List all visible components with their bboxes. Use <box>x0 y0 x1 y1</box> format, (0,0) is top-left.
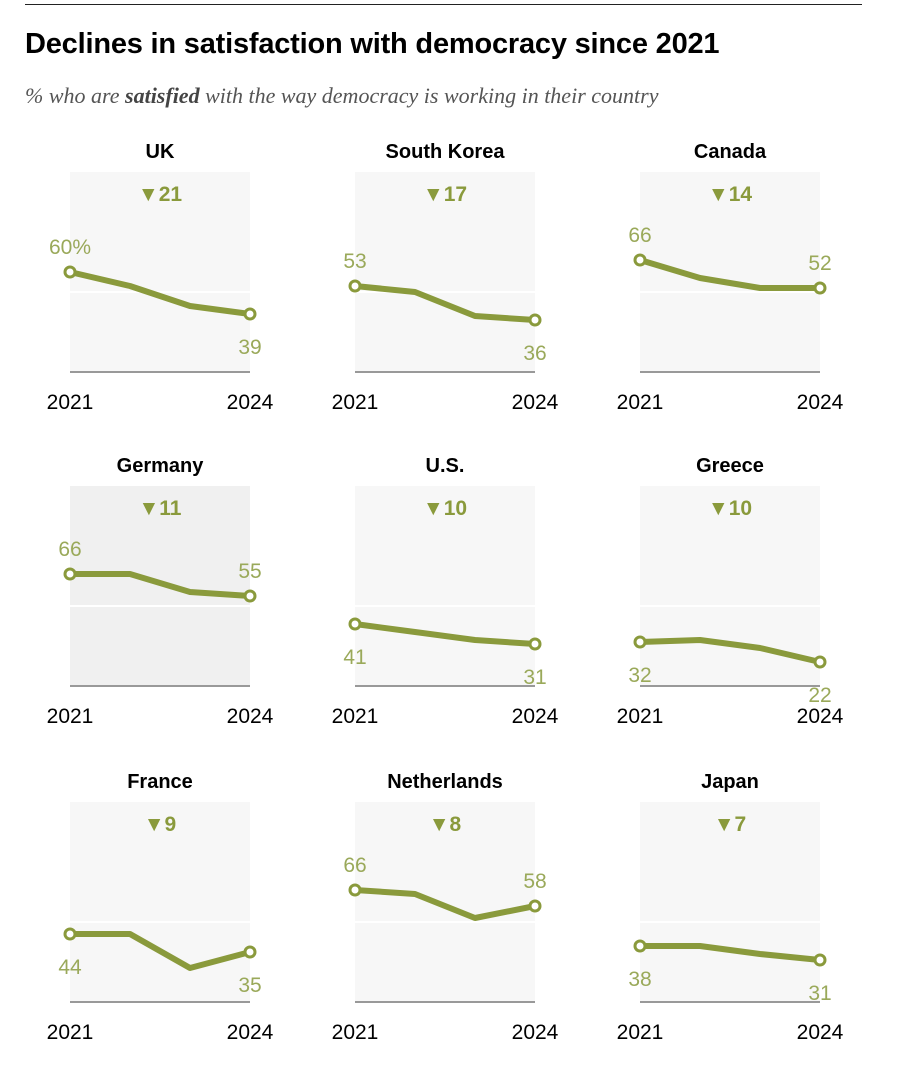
south-korea-end-value-label: 36 <box>523 342 546 365</box>
canada-end-value-label: 52 <box>808 252 831 275</box>
france-x-tick-start: 2021 <box>47 1021 94 1044</box>
canada-end-point <box>813 281 827 295</box>
uk-x-tick-start: 2021 <box>47 391 94 414</box>
south-korea-start-value-label: 53 <box>343 250 366 273</box>
germany-x-tick-start: 2021 <box>47 705 94 728</box>
canada-decline-label: ▼14 <box>708 183 752 206</box>
france-start-value-label: 44 <box>58 956 82 979</box>
uk-end-point <box>243 307 257 321</box>
chart-title: Declines in satisfaction with democracy … <box>25 28 720 60</box>
uk-start-value-label: 60% <box>49 236 91 259</box>
netherlands-decline-label: ▼8 <box>429 813 462 836</box>
chart-subtitle: % who are satisfied with the way democra… <box>25 83 658 109</box>
u-s-end-point <box>528 637 542 651</box>
japan-end-point <box>813 953 827 967</box>
greece-end-point <box>813 655 827 669</box>
japan-start-point <box>633 939 647 953</box>
uk-decline-label: ▼21 <box>138 183 182 206</box>
greece-x-tick-end: 2024 <box>797 705 844 728</box>
south-korea-decline-label: ▼17 <box>423 183 467 206</box>
canada-title: Canada <box>694 141 767 163</box>
u-s-panel <box>355 486 535 686</box>
germany-x-tick-end: 2024 <box>227 705 274 728</box>
germany-start-point <box>63 567 77 581</box>
germany-series-line <box>67 571 253 599</box>
netherlands-end-point <box>528 899 542 913</box>
u-s-start-point <box>348 617 362 631</box>
uk-series-line <box>67 269 253 317</box>
top-rule <box>25 4 862 5</box>
canada-start-value-label: 66 <box>628 224 651 247</box>
netherlands-end-value-label: 58 <box>523 870 546 893</box>
uk-start-point <box>63 265 77 279</box>
netherlands-panel <box>355 802 535 1002</box>
south-korea-x-tick-start: 2021 <box>332 391 379 414</box>
france-decline-label: ▼9 <box>144 813 176 836</box>
japan-start-value-label: 38 <box>628 968 651 991</box>
south-korea-end-point <box>528 313 542 327</box>
canada-x-tick-end: 2024 <box>797 391 844 414</box>
greece-decline-label: ▼10 <box>708 497 752 520</box>
greece-start-value-label: 32 <box>628 664 651 687</box>
netherlands-series-line <box>352 887 538 921</box>
japan-panel <box>640 802 820 1002</box>
netherlands-x-tick-end: 2024 <box>512 1021 559 1044</box>
germany-decline-label: ▼11 <box>139 497 182 520</box>
subtitle-suffix: with the way democracy is working in the… <box>199 83 659 108</box>
germany-end-value-label: 55 <box>238 560 261 583</box>
greece-start-point <box>633 635 647 649</box>
netherlands-start-value-label: 66 <box>343 854 366 877</box>
subtitle-emphasis: satisfied <box>125 83 200 108</box>
u-s-x-tick-start: 2021 <box>332 705 379 728</box>
france-start-point <box>63 927 77 941</box>
netherlands-start-point <box>348 883 362 897</box>
greece-title: Greece <box>696 455 764 477</box>
germany-start-value-label: 66 <box>58 538 81 561</box>
canada-start-point <box>633 253 647 267</box>
greece-series-line <box>637 637 823 665</box>
south-korea-title: South Korea <box>386 141 506 163</box>
japan-title: Japan <box>701 771 759 793</box>
uk-end-value-label: 39 <box>238 336 261 359</box>
japan-series-line <box>637 943 823 963</box>
germany-title: Germany <box>117 455 205 477</box>
france-end-value-label: 35 <box>238 974 261 997</box>
japan-end-value-label: 31 <box>808 982 831 1005</box>
u-s-series-line <box>352 621 538 647</box>
france-panel <box>70 802 250 1002</box>
uk-x-tick-end: 2024 <box>227 391 274 414</box>
u-s-end-value-label: 31 <box>523 666 546 689</box>
japan-x-tick-end: 2024 <box>797 1021 844 1044</box>
greece-end-value-label: 22 <box>808 684 831 707</box>
u-s-start-value-label: 41 <box>343 646 366 669</box>
south-korea-x-tick-end: 2024 <box>512 391 559 414</box>
canada-x-tick-start: 2021 <box>617 391 664 414</box>
subtitle-prefix: % who are <box>25 83 126 108</box>
greece-x-tick-start: 2021 <box>617 705 664 728</box>
canada-series-line <box>637 257 823 291</box>
uk-panel <box>70 172 250 372</box>
japan-x-tick-start: 2021 <box>617 1021 664 1044</box>
france-title: France <box>127 771 193 793</box>
uk-title: UK <box>146 141 175 163</box>
u-s-title: U.S. <box>426 455 465 477</box>
netherlands-title: Netherlands <box>387 771 503 793</box>
france-series-line <box>67 931 253 971</box>
france-x-tick-end: 2024 <box>227 1021 274 1044</box>
japan-decline-label: ▼7 <box>714 813 746 836</box>
u-s-x-tick-end: 2024 <box>512 705 559 728</box>
south-korea-start-point <box>348 279 362 293</box>
u-s-decline-label: ▼10 <box>423 497 467 520</box>
south-korea-panel <box>355 172 535 372</box>
germany-end-point <box>243 589 257 603</box>
south-korea-series-line <box>352 283 538 323</box>
netherlands-x-tick-start: 2021 <box>332 1021 379 1044</box>
france-end-point <box>243 945 257 959</box>
